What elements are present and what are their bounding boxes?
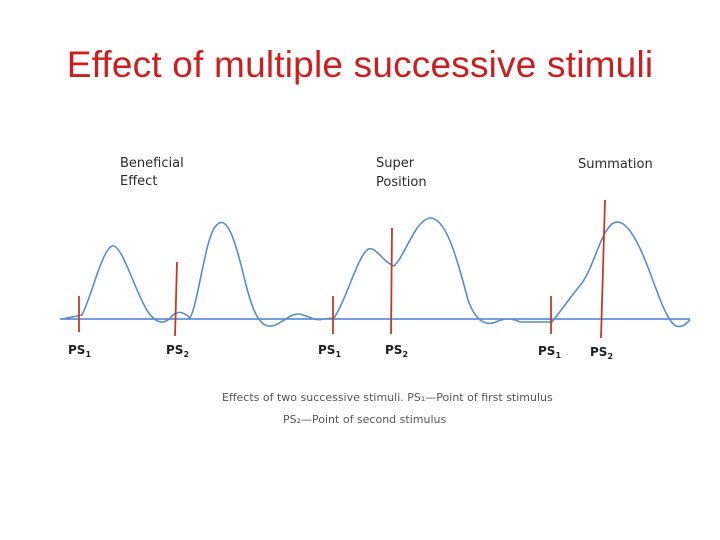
phase-label-superposition: Super Position bbox=[376, 156, 427, 190]
stimulus-label-4: PS2 bbox=[385, 343, 408, 359]
stimulus-label-6: PS2 bbox=[590, 345, 613, 361]
stimulus-label-2: PS2 bbox=[166, 343, 189, 359]
figure-caption-line-1: Effects of two successive stimuli. PS₁—P… bbox=[222, 391, 553, 404]
svg-text:Super: Super bbox=[376, 156, 415, 171]
response-curve bbox=[61, 217, 691, 328]
stimulus-label-1: PS1 bbox=[68, 343, 91, 359]
svg-text:Beneficial: Beneficial bbox=[120, 156, 184, 171]
stimulus-label-3: PS1 bbox=[318, 343, 341, 359]
phase-label-beneficial: Beneficial Effect bbox=[120, 156, 184, 189]
svg-text:Position: Position bbox=[376, 175, 427, 190]
stimulus-marker-2 bbox=[174, 261, 178, 337]
figure-caption-line-2: PS₂—Point of second stimulus bbox=[283, 413, 446, 426]
svg-text:Effect: Effect bbox=[120, 174, 157, 189]
svg-text:Summation: Summation bbox=[578, 157, 653, 172]
stimulus-marker-4 bbox=[390, 227, 393, 335]
phase-label-summation: Summation bbox=[578, 157, 653, 172]
slide-title: Effect of multiple successive stimuli bbox=[66, 44, 654, 85]
stimulus-marker-6 bbox=[600, 199, 606, 339]
stimulus-label-5: PS1 bbox=[538, 344, 561, 360]
